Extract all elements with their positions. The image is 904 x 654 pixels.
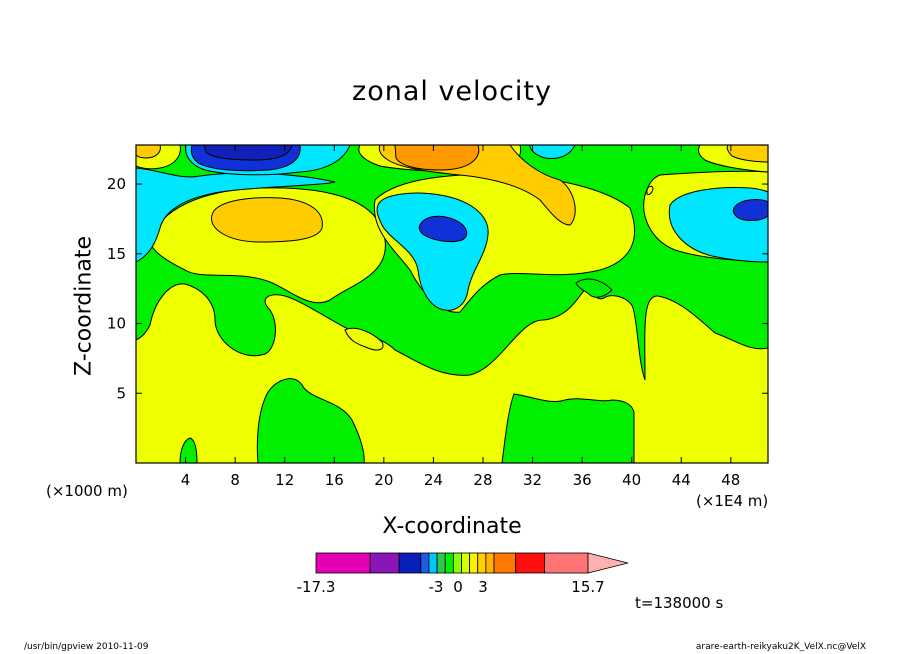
x-tick-label: 20 bbox=[374, 471, 393, 489]
blue-core-center bbox=[418, 215, 468, 243]
y-axis-label: Z-coordinate bbox=[71, 236, 97, 376]
gold-topleft-corner bbox=[136, 145, 161, 159]
cyan-region-topleft bbox=[136, 167, 336, 263]
colorbar-band bbox=[420, 552, 430, 574]
chart-title: zonal velocity bbox=[352, 76, 552, 107]
gold-core-left bbox=[211, 197, 323, 243]
colorbar-extend-arrow bbox=[587, 552, 629, 574]
time-label: t=138000 s bbox=[635, 594, 724, 612]
plot-frame bbox=[135, 144, 769, 464]
x-tick-label: 16 bbox=[325, 471, 344, 489]
colorbar-band bbox=[515, 552, 546, 574]
colorbar-band bbox=[461, 552, 471, 574]
colorbar-band bbox=[469, 552, 479, 574]
colorbar-band bbox=[544, 552, 589, 574]
colorbar-band bbox=[315, 552, 371, 574]
colorbar-tick-label: 15.7 bbox=[571, 578, 604, 596]
x-tick-label: 8 bbox=[230, 471, 240, 489]
x-tick-label: 28 bbox=[473, 471, 492, 489]
y-tick-label: 20 bbox=[107, 175, 126, 193]
green-lobe-bottom-center bbox=[256, 378, 365, 463]
yellow-notch-mid bbox=[344, 327, 384, 351]
colorbar-band bbox=[428, 552, 438, 574]
colorbar-tick-label: 3 bbox=[478, 578, 488, 596]
footer-left: /usr/bin/gpview 2010-11-09 bbox=[24, 642, 149, 652]
x-tick-label: 36 bbox=[573, 471, 592, 489]
x-axis-unit-left: (×1000 m) bbox=[46, 482, 128, 500]
x-axis: 4 8 12 16 20 24 28 32 36 40 44 48 bbox=[181, 145, 740, 489]
green-lobe-bottom-left bbox=[179, 437, 198, 463]
yellow-islet-right bbox=[646, 185, 654, 195]
colorbar-band bbox=[436, 552, 446, 574]
x-tick-label: 44 bbox=[672, 471, 691, 489]
x-tick-label: 40 bbox=[622, 471, 641, 489]
colorbar-band bbox=[493, 552, 517, 574]
x-tick-label: 4 bbox=[181, 471, 191, 489]
y-tick-label: 15 bbox=[107, 245, 126, 263]
x-tick-label: 12 bbox=[275, 471, 294, 489]
colorbar-tick-label: -17.3 bbox=[297, 578, 336, 596]
y-axis: 5 10 15 20 bbox=[107, 175, 768, 402]
x-axis-label: X-coordinate bbox=[382, 514, 522, 539]
green-lobe-bottom-right bbox=[501, 393, 635, 463]
colorbar-tick-label: 0 bbox=[453, 578, 463, 596]
colorbar-tick-label: -3 bbox=[429, 578, 444, 596]
colorbar-band bbox=[369, 552, 400, 574]
y-tick-label: 10 bbox=[107, 315, 126, 333]
x-tick-label: 32 bbox=[523, 471, 542, 489]
gold-region-topright bbox=[726, 145, 768, 163]
colorbar: -17.3 -3 0 3 15.7 bbox=[297, 552, 629, 596]
x-tick-label: 48 bbox=[721, 471, 740, 489]
footer-right: arare-earth-reikyaku2K_VelX.nc@VelX bbox=[695, 642, 866, 652]
velocity-field bbox=[136, 145, 768, 463]
colorbar-band bbox=[485, 552, 495, 574]
colorbar-band bbox=[398, 552, 422, 574]
x-tick-label: 24 bbox=[424, 471, 443, 489]
colorbar-band bbox=[477, 552, 487, 574]
cyan-region-topright bbox=[529, 145, 576, 159]
blue-core-right bbox=[732, 199, 768, 221]
navy-core-topcenter bbox=[203, 145, 293, 161]
x-axis-unit-right: (×1E4 m) bbox=[696, 492, 769, 510]
colorbar-band bbox=[444, 552, 454, 574]
green-islet-right bbox=[575, 278, 613, 298]
orange-core-topmid bbox=[394, 145, 480, 171]
colorbar-band bbox=[452, 552, 462, 574]
y-tick-label: 5 bbox=[116, 384, 126, 402]
